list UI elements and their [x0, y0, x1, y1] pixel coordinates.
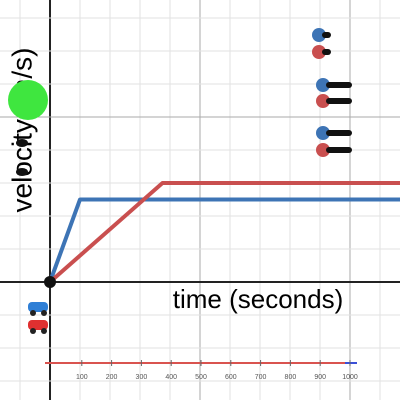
timeline-label: 200 [106, 374, 118, 381]
origin-point [44, 275, 57, 288]
car-body [28, 302, 48, 312]
toggle-red[interactable] [316, 143, 330, 157]
toggle-red[interactable] [316, 94, 330, 108]
wheel [41, 310, 47, 316]
toggle-bar[interactable] [326, 82, 352, 88]
wheel [30, 328, 36, 334]
timeline-label: 300 [136, 374, 148, 381]
wheel [41, 328, 47, 334]
toggle-blue[interactable] [316, 126, 330, 140]
timeline-label: 800 [285, 374, 297, 381]
toggle-bar[interactable] [322, 49, 331, 55]
toggle-blue[interactable] [312, 28, 326, 42]
car-red [28, 320, 48, 334]
timeline-label: 900 [314, 374, 326, 381]
slider-handle[interactable] [8, 80, 48, 120]
x-axis-label: time (seconds) [173, 284, 344, 314]
timeline: 100 200 300 400 500 600 700 800 900 1000 [45, 360, 358, 381]
car-blue [28, 302, 48, 316]
toggle-bar[interactable] [322, 32, 331, 38]
timeline-label: 700 [255, 374, 267, 381]
timeline-label: 600 [225, 374, 237, 381]
toggle-red[interactable] [312, 45, 326, 59]
series-line [48, 180, 400, 284]
toggle-bar[interactable] [326, 98, 352, 104]
series-line [48, 197, 400, 283]
timeline-label: 1000 [342, 374, 358, 381]
timeline-label: 500 [195, 374, 207, 381]
toggles [312, 28, 352, 157]
car-body [28, 320, 48, 330]
toggle-blue[interactable] [316, 78, 330, 92]
plot [44, 180, 400, 288]
wheel [30, 310, 36, 316]
y-axis-label: velocity (m/s) [6, 48, 37, 213]
slider-point[interactable] [16, 139, 28, 147]
toggle-bar[interactable] [326, 130, 352, 136]
timeline-label: 100 [76, 374, 88, 381]
toggle-bar[interactable] [326, 147, 352, 153]
slider-point[interactable] [16, 168, 28, 176]
timeline-label: 400 [165, 374, 177, 381]
